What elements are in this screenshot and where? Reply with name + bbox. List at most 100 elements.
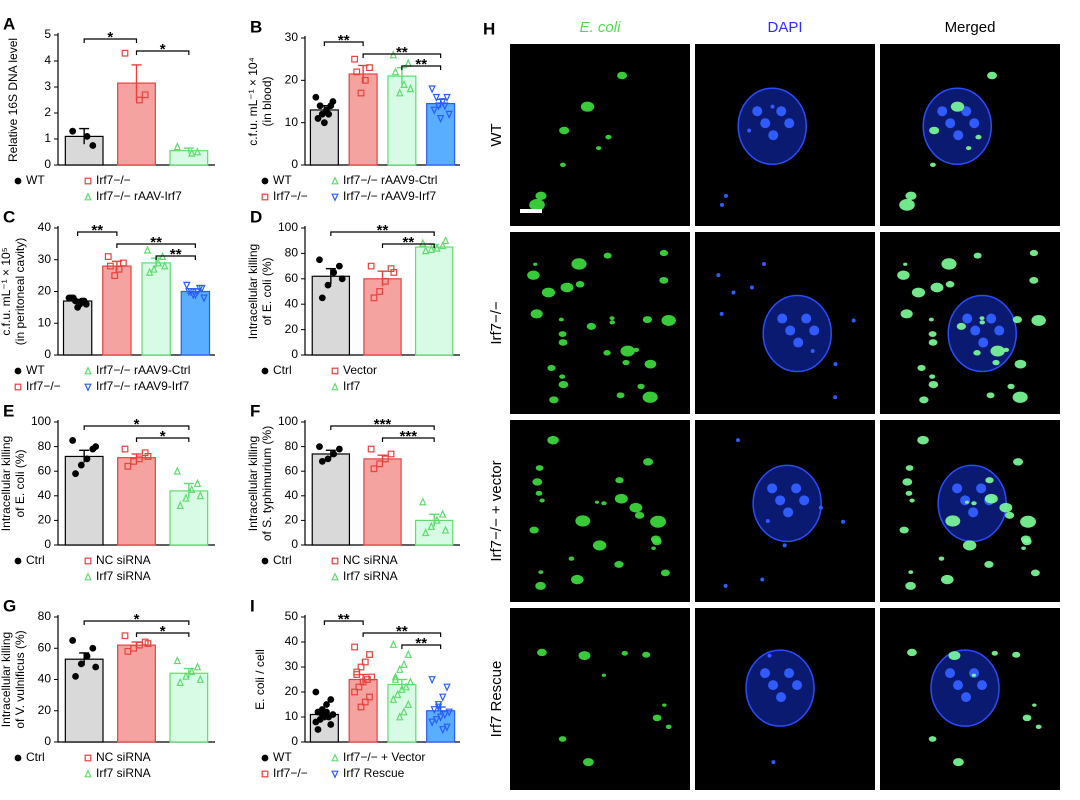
point bbox=[187, 666, 196, 676]
bacterium bbox=[629, 502, 643, 513]
legend-marker bbox=[14, 367, 22, 375]
legend-marker bbox=[84, 383, 92, 392]
y-tick-label: 40 bbox=[38, 488, 52, 502]
point bbox=[327, 696, 335, 703]
dapi-spot bbox=[804, 496, 809, 501]
y-tick-label: 20 bbox=[38, 703, 52, 717]
legend-marker bbox=[261, 367, 269, 375]
significance-label: ** bbox=[396, 44, 408, 61]
bacterium bbox=[558, 381, 569, 389]
dapi-spot bbox=[723, 193, 728, 198]
bacterium bbox=[938, 556, 945, 561]
bacterium bbox=[1012, 651, 1021, 658]
legend-label: Irf7−/− bbox=[26, 379, 61, 393]
legend-marker bbox=[14, 383, 22, 391]
dapi-spot bbox=[793, 337, 804, 348]
dapi-spot bbox=[961, 106, 972, 117]
dapi-spot bbox=[760, 577, 765, 582]
point bbox=[119, 259, 127, 267]
bacterium bbox=[1012, 391, 1028, 403]
bacterium bbox=[1020, 515, 1037, 528]
legend-marker bbox=[14, 177, 22, 185]
point bbox=[443, 93, 451, 103]
bacterium bbox=[535, 581, 546, 590]
bacterium bbox=[899, 526, 909, 534]
legend-marker bbox=[261, 193, 269, 201]
bacterium bbox=[984, 560, 994, 568]
point bbox=[325, 110, 333, 118]
dapi-spot bbox=[994, 325, 1005, 336]
bacterium bbox=[660, 569, 670, 577]
dapi-spot bbox=[771, 760, 776, 765]
point bbox=[367, 262, 375, 270]
legend-label: Irf7−/− bbox=[273, 189, 308, 203]
legend-marker bbox=[331, 382, 339, 391]
significance-label: * bbox=[107, 29, 113, 46]
significance-label: ** bbox=[338, 611, 350, 628]
point bbox=[314, 726, 322, 733]
point bbox=[183, 281, 191, 290]
point bbox=[121, 632, 129, 640]
point bbox=[441, 525, 450, 534]
bacterium bbox=[592, 540, 607, 551]
y-axis-label: Relative 16S DNA level bbox=[6, 38, 20, 162]
point bbox=[82, 300, 90, 308]
y-tick-label: 0 bbox=[44, 734, 51, 748]
legend-label: Ctrl bbox=[273, 553, 292, 567]
bacterium bbox=[541, 287, 556, 298]
legend-label: Irf7−/− + Vector bbox=[343, 750, 425, 764]
point bbox=[89, 644, 97, 652]
legend-marker bbox=[331, 557, 339, 565]
significance-bracket bbox=[83, 620, 190, 625]
bacterium bbox=[979, 320, 985, 325]
bacterium bbox=[616, 392, 625, 399]
point bbox=[427, 244, 436, 253]
significance-label: ** bbox=[170, 246, 182, 263]
legend-label: Vector bbox=[343, 363, 377, 377]
point bbox=[432, 93, 441, 103]
point bbox=[144, 640, 152, 647]
significance-bracket bbox=[381, 437, 435, 442]
dapi-spot bbox=[945, 668, 956, 679]
bacterium bbox=[659, 276, 669, 284]
point bbox=[441, 102, 449, 111]
point bbox=[143, 245, 152, 254]
nucleus bbox=[752, 464, 822, 543]
point bbox=[141, 91, 149, 99]
dapi-spot bbox=[801, 313, 812, 324]
bar bbox=[117, 644, 156, 743]
significance-label: ** bbox=[150, 234, 162, 251]
significance-label: ** bbox=[415, 635, 427, 652]
bacterium bbox=[984, 493, 998, 504]
legend-marker bbox=[84, 192, 92, 201]
point bbox=[428, 85, 436, 94]
legend-label: Irf7−/− rAAV9-Ctrl bbox=[343, 173, 437, 187]
y-tick-label: 100 bbox=[278, 220, 298, 234]
point bbox=[376, 288, 384, 295]
y-tick-label: 20 bbox=[285, 73, 299, 87]
bacterium bbox=[643, 458, 654, 466]
bacterium bbox=[535, 191, 547, 200]
significance-label: ** bbox=[415, 56, 427, 73]
point bbox=[406, 84, 415, 93]
significance-bracket bbox=[401, 65, 442, 70]
y-tick-label: 10 bbox=[285, 115, 299, 129]
bacterium bbox=[908, 570, 914, 575]
bacterium bbox=[559, 374, 566, 379]
legend-marker bbox=[331, 753, 339, 762]
point bbox=[396, 88, 404, 97]
dapi-spot bbox=[841, 519, 846, 524]
bacterium bbox=[575, 281, 585, 288]
point bbox=[327, 721, 335, 728]
bacterium bbox=[595, 146, 602, 151]
y-tick-label: 40 bbox=[285, 634, 299, 648]
legend-label: WT bbox=[273, 173, 292, 187]
bacterium bbox=[532, 478, 543, 486]
significance-bracket bbox=[330, 425, 435, 430]
point bbox=[396, 712, 404, 721]
bacterium bbox=[905, 490, 913, 496]
bacterium bbox=[529, 526, 539, 534]
significance-bracket bbox=[116, 243, 196, 248]
bacterium bbox=[928, 331, 937, 338]
nucleus bbox=[930, 649, 1000, 727]
